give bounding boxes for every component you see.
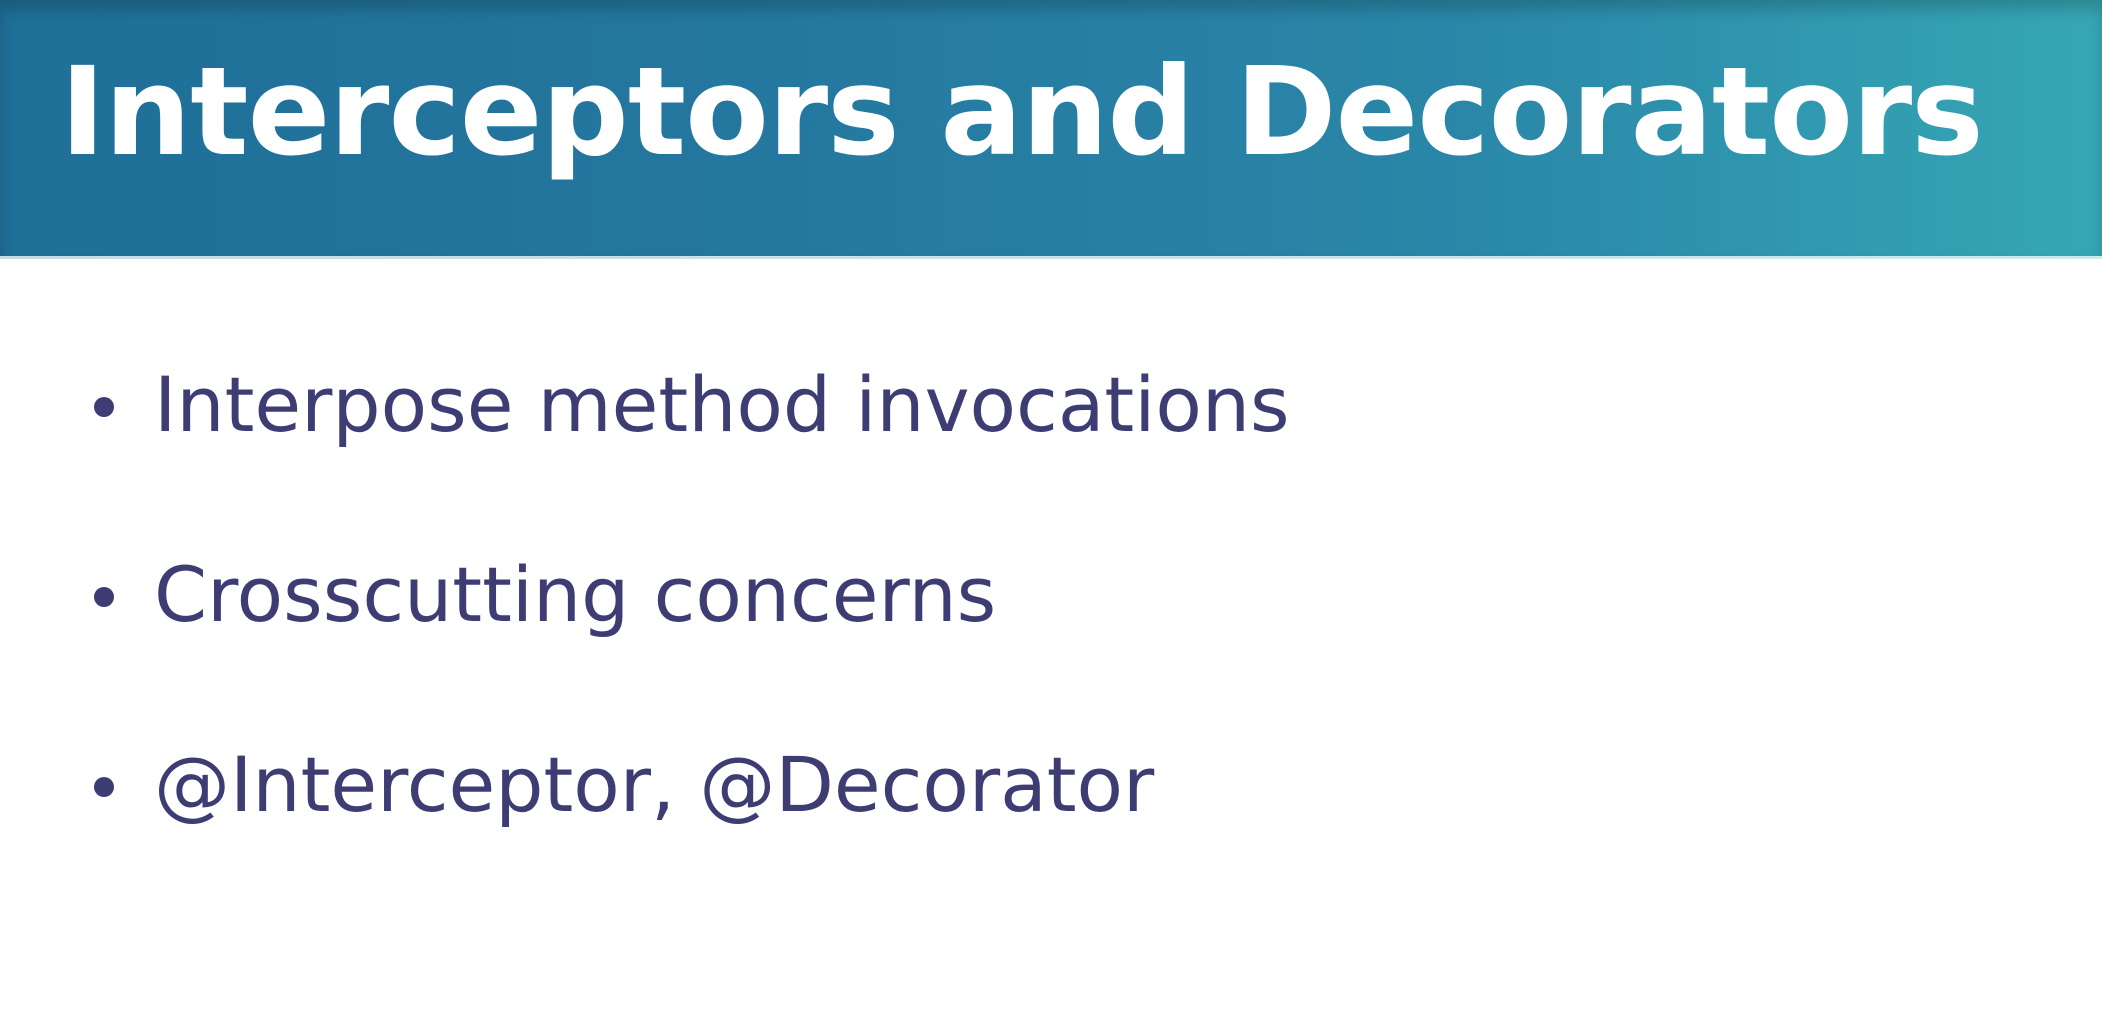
bullet-text: Crosscutting concerns bbox=[154, 550, 997, 639]
bullet-dot-icon bbox=[94, 587, 114, 607]
title-bar-divider bbox=[0, 256, 2102, 259]
bullet-item: Crosscutting concerns bbox=[90, 530, 1290, 720]
bullet-dot-icon bbox=[94, 777, 114, 797]
bullet-dot-icon bbox=[94, 397, 114, 417]
bullet-list: Interpose method invocations Crosscuttin… bbox=[90, 340, 1290, 910]
title-bar: Interceptors and Decorators bbox=[0, 0, 2102, 256]
bullet-text: @Interceptor, @Decorator bbox=[154, 740, 1155, 829]
bullet-item: @Interceptor, @Decorator bbox=[90, 720, 1290, 910]
bullet-item: Interpose method invocations bbox=[90, 340, 1290, 530]
bullet-text: Interpose method invocations bbox=[154, 360, 1290, 449]
slide-title: Interceptors and Decorators bbox=[60, 41, 1984, 183]
